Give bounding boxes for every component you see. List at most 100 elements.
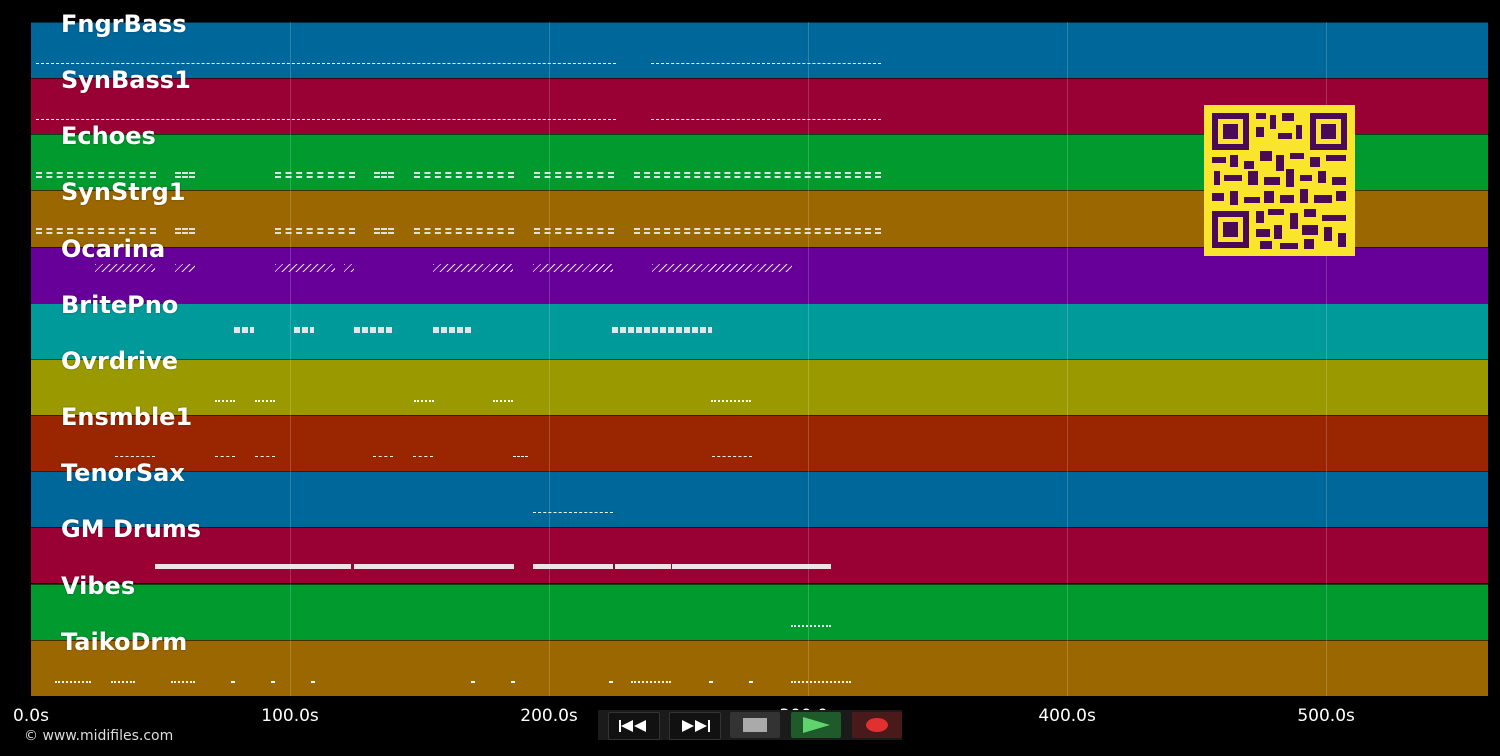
record-button[interactable]	[852, 712, 902, 738]
gridline	[1067, 22, 1069, 696]
track-row[interactable]: TaikoDrm	[31, 628, 1488, 696]
note-segment	[231, 680, 235, 683]
track-name: TenorSax	[61, 459, 185, 488]
note-segment	[791, 680, 851, 683]
track-row[interactable]: BritePno	[31, 291, 1488, 359]
track-name: SynBass1	[61, 66, 191, 95]
axis-tick-label: 400.0s	[1038, 706, 1096, 726]
note-segment	[215, 456, 235, 458]
note-segment	[175, 228, 195, 235]
note-segment	[612, 326, 712, 333]
note-segment	[95, 263, 155, 272]
note-segment	[55, 680, 91, 683]
track-name: Vibes	[61, 571, 136, 600]
note-segment	[534, 228, 614, 235]
note-segment	[255, 399, 275, 402]
note-segment	[374, 172, 394, 179]
note-segment	[354, 326, 394, 333]
note-segment	[712, 456, 752, 458]
stop-icon	[743, 718, 767, 732]
play-button[interactable]	[791, 712, 841, 738]
note-segment	[155, 564, 351, 570]
note-segment	[534, 172, 614, 179]
rewind-icon	[619, 720, 646, 732]
note-segment	[493, 399, 513, 402]
note-segment	[275, 172, 355, 179]
note-segment	[294, 326, 314, 333]
qr-code[interactable]	[1204, 105, 1355, 256]
note-segment	[36, 63, 616, 64]
note-segment	[414, 399, 434, 402]
note-segment	[533, 512, 613, 514]
track-row[interactable]: FngrBass	[31, 10, 1488, 79]
note-segment	[413, 456, 433, 458]
gridline	[1326, 22, 1328, 696]
note-segment	[511, 680, 515, 683]
note-segment	[171, 680, 195, 683]
track-row[interactable]: Ensmble1	[31, 403, 1488, 472]
track-name: GM Drums	[61, 515, 202, 544]
note-segment	[215, 399, 235, 402]
track-name: Ensmble1	[61, 403, 193, 432]
track-name: TaikoDrm	[61, 627, 188, 656]
track-name: SynStrg1	[61, 178, 186, 207]
note-segment	[36, 172, 156, 179]
track-name: Ocarina	[61, 234, 166, 263]
track-timeline[interactable]: FngrBass SynBass1 Echoes SynStrg1 Ocarina Bri…	[31, 10, 1488, 696]
note-segment	[615, 564, 671, 570]
note-segment	[749, 680, 753, 683]
track-row[interactable]: Ovrdrive	[31, 347, 1488, 416]
note-segment	[271, 680, 275, 683]
axis-tick-label: 500.0s	[1297, 706, 1355, 726]
track-name: BritePno	[61, 290, 179, 319]
note-segment	[791, 624, 831, 627]
track-name: Ovrdrive	[61, 346, 179, 375]
note-segment	[374, 228, 394, 235]
note-segment	[275, 228, 355, 235]
note-segment	[354, 564, 514, 570]
note-segment	[709, 680, 713, 683]
gridline	[808, 22, 810, 696]
note-segment	[634, 172, 881, 179]
note-segment	[234, 326, 254, 333]
fast-forward-icon	[682, 720, 710, 732]
note-segment	[115, 456, 155, 458]
note-segment	[373, 456, 393, 458]
track-row[interactable]: Vibes	[31, 572, 1488, 640]
note-segment	[433, 263, 513, 272]
note-segment	[711, 399, 751, 402]
note-segment	[513, 456, 528, 458]
note-segment	[433, 326, 473, 333]
note-segment	[414, 172, 514, 179]
note-segment	[36, 119, 616, 121]
note-segment	[533, 263, 613, 272]
track-name: FngrBass	[61, 10, 187, 38]
track-row[interactable]: TenorSax	[31, 459, 1488, 528]
rewind-button[interactable]	[608, 712, 660, 740]
track-name: Echoes	[61, 122, 156, 151]
note-segment	[652, 263, 792, 272]
play-icon	[803, 717, 830, 733]
note-segment	[175, 172, 195, 179]
note-segment	[672, 564, 831, 570]
axis-tick-label: 200.0s	[520, 706, 578, 726]
fast-forward-button[interactable]	[669, 712, 721, 740]
axis-tick-label: 0.0s	[13, 706, 49, 726]
axis-tick-label: 100.0s	[261, 706, 319, 726]
note-segment	[311, 680, 315, 683]
note-segment	[609, 680, 613, 683]
note-segment	[651, 63, 881, 64]
note-segment	[175, 263, 195, 272]
note-segment	[634, 228, 881, 235]
note-segment	[533, 564, 613, 570]
note-segment	[344, 263, 354, 272]
record-icon	[866, 718, 888, 732]
note-segment	[275, 263, 335, 272]
stop-button[interactable]	[730, 712, 780, 738]
gridline	[290, 22, 292, 696]
gridline	[549, 22, 551, 696]
track-row[interactable]: GM Drums	[31, 515, 1488, 584]
note-segment	[36, 228, 156, 235]
note-segment	[255, 456, 275, 458]
note-segment	[631, 680, 671, 683]
